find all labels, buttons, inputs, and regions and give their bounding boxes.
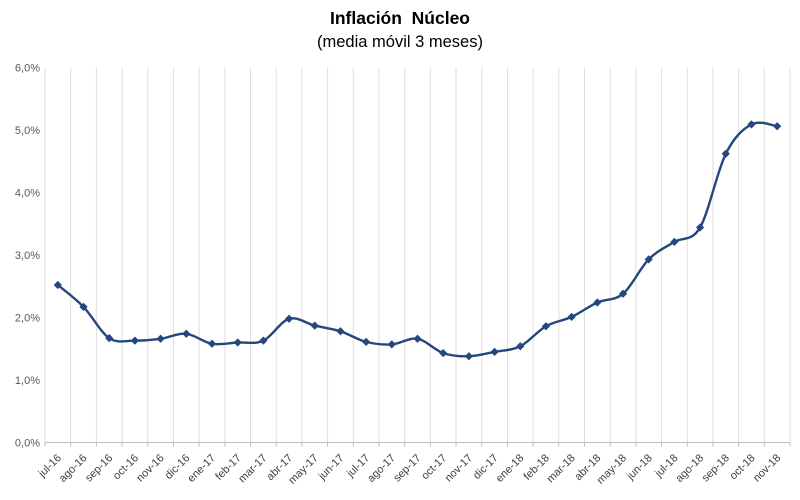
data-point-marker bbox=[207, 339, 217, 348]
data-point-marker bbox=[53, 280, 62, 290]
x-tick-label: mar-18 bbox=[545, 452, 578, 485]
data-point-marker bbox=[310, 321, 319, 330]
chart-subtitle: (media móvil 3 meses) bbox=[317, 33, 483, 51]
data-point-marker bbox=[387, 340, 396, 349]
x-axis-line-and-ticks bbox=[44, 442, 791, 447]
data-point-marker bbox=[233, 338, 242, 347]
x-tick-label: jun-18 bbox=[624, 452, 655, 483]
data-point-marker bbox=[773, 122, 782, 131]
x-tick-label: ago-17 bbox=[365, 452, 398, 485]
data-point-marker bbox=[259, 336, 268, 345]
x-tick-label: sep-17 bbox=[391, 452, 423, 484]
data-point-marker bbox=[695, 223, 705, 232]
x-tick-label: ago-16 bbox=[57, 452, 90, 485]
data-point-marker bbox=[336, 327, 345, 336]
data-point-marker bbox=[644, 255, 653, 264]
data-point-marker bbox=[541, 322, 551, 331]
y-tick-label: 4,0% bbox=[15, 188, 40, 200]
data-point-marker bbox=[439, 349, 448, 358]
data-point-marker bbox=[516, 342, 525, 351]
vertical-gridlines bbox=[44, 67, 791, 443]
data-point-marker bbox=[567, 312, 576, 321]
y-tick-label: 5,0% bbox=[15, 125, 40, 137]
y-tick-label: 0,0% bbox=[15, 438, 40, 450]
x-tick-label: mar-17 bbox=[236, 452, 269, 485]
data-point-marker bbox=[721, 149, 730, 158]
y-tick-label: 3,0% bbox=[15, 250, 40, 262]
data-point-marker bbox=[490, 347, 499, 356]
x-tick-label: sep-16 bbox=[83, 452, 115, 484]
x-tick-label: ene-18 bbox=[494, 452, 527, 485]
data-point-marker bbox=[747, 120, 756, 129]
x-tick-label: jun-17 bbox=[316, 452, 347, 483]
x-tick-label: ene-17 bbox=[185, 452, 218, 485]
x-tick-label: nov-17 bbox=[443, 452, 475, 484]
series-line-path bbox=[56, 121, 779, 358]
data-point-marker bbox=[464, 352, 473, 361]
x-tick-label: sep-18 bbox=[700, 452, 732, 484]
chart-title: Inflación Núcleo bbox=[330, 8, 470, 28]
data-point-marker bbox=[105, 334, 114, 343]
data-point-marker bbox=[618, 289, 628, 298]
x-axis-tick-labels: jul-16ago-16sep-16oct-16nov-16dic-16ene-… bbox=[36, 452, 784, 486]
data-point-marker bbox=[156, 334, 165, 343]
y-axis-tick-labels: 0,0% 1,0% 2,0% 3,0% 4,0% 5,0% 6,0% bbox=[15, 63, 40, 450]
data-point-marker bbox=[670, 237, 679, 246]
data-point-marker bbox=[593, 298, 602, 307]
x-tick-label: ago-18 bbox=[674, 452, 707, 485]
data-point-marker bbox=[284, 314, 294, 323]
data-point-marker bbox=[182, 329, 191, 338]
x-tick-label: nov-18 bbox=[751, 452, 783, 484]
y-tick-label: 2,0% bbox=[15, 313, 40, 325]
data-point-marker bbox=[130, 336, 140, 345]
y-tick-label: 6,0% bbox=[15, 63, 40, 75]
data-point-marker bbox=[79, 302, 88, 311]
series-inflacion-nucleo bbox=[53, 120, 782, 361]
data-point-marker bbox=[413, 334, 422, 343]
data-point-marker bbox=[362, 337, 371, 346]
y-tick-label: 1,0% bbox=[15, 375, 40, 387]
x-tick-label: nov-16 bbox=[134, 452, 166, 484]
